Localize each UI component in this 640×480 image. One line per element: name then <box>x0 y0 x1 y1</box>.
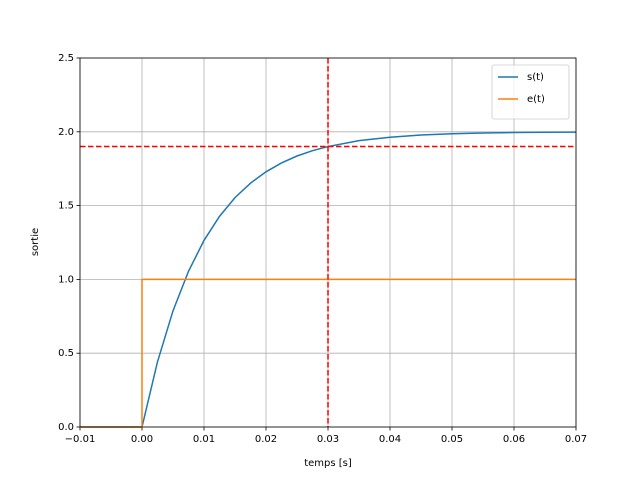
y-tick-label: 2.5 <box>58 53 74 64</box>
x-axis-label: temps [s] <box>304 458 352 469</box>
series-line <box>80 131 577 428</box>
y-tick-label: 2.0 <box>58 127 74 138</box>
y-tick-label: 1.0 <box>58 274 74 285</box>
legend-label: e(t) <box>527 94 545 105</box>
y-tick-label: 0.5 <box>58 348 74 359</box>
legend-box <box>491 64 570 120</box>
legend-label: s(t) <box>527 72 544 83</box>
x-tick-label: 0.05 <box>441 434 463 445</box>
x-tick-label: 0.03 <box>317 434 339 445</box>
y-tick-label: 1.5 <box>58 201 74 212</box>
x-tick-label: 0.01 <box>193 434 215 445</box>
plot-frame <box>79 57 577 428</box>
x-tick-label: 0.02 <box>255 434 277 445</box>
x-tick-label: −0.01 <box>65 434 96 445</box>
x-tick-label: 0.07 <box>565 434 587 445</box>
x-tick-label: 0.04 <box>379 434 401 445</box>
x-tick-label: 0.06 <box>503 434 525 445</box>
y-axis-label: sortie <box>30 228 41 256</box>
y-tick-label: 0.0 <box>58 422 74 433</box>
x-tick-label: 0.00 <box>131 434 153 445</box>
